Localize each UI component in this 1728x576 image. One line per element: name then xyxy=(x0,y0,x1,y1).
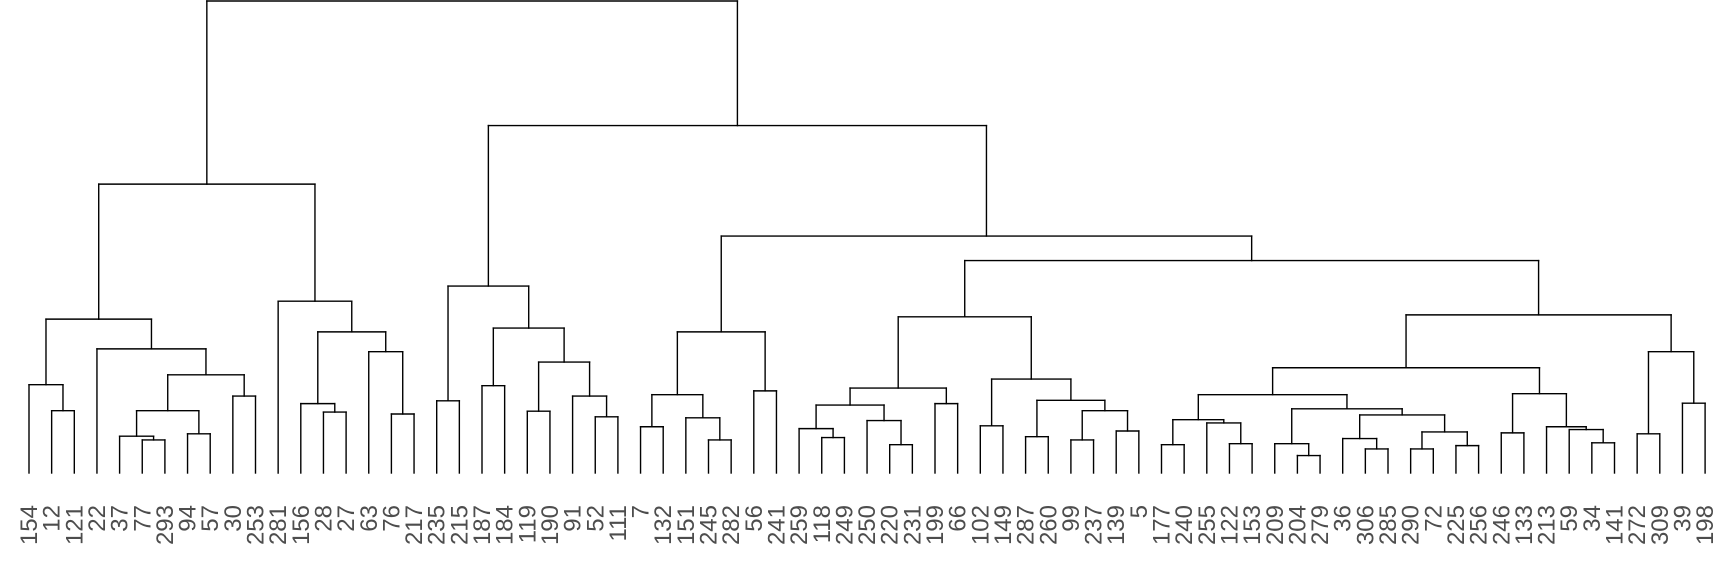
leaf-label: 190 xyxy=(537,505,564,545)
leaf-label: 111 xyxy=(605,505,632,541)
leaf-label: 77 xyxy=(129,505,156,532)
leaf-label: 12 xyxy=(39,505,66,532)
leaf-label: 246 xyxy=(1488,505,1515,545)
leaf-label: 39 xyxy=(1669,505,1696,532)
leaf-label: 260 xyxy=(1035,505,1062,545)
leaf-label: 149 xyxy=(990,505,1017,545)
leaf-label: 177 xyxy=(1149,505,1176,545)
leaf-label: 156 xyxy=(288,505,315,545)
leaf-label: 309 xyxy=(1647,505,1674,545)
leaf-label: 245 xyxy=(696,505,723,545)
leaf-label: 249 xyxy=(831,505,858,545)
leaf-label: 220 xyxy=(877,505,904,545)
leaf-label: 240 xyxy=(1171,505,1198,545)
leaf-label: 187 xyxy=(469,505,496,545)
leaf-label: 119 xyxy=(514,505,541,543)
leaf-labels: 1541212122377729394573025328115628276376… xyxy=(16,505,1719,545)
leaf-label: 37 xyxy=(107,505,134,532)
leaf-label: 151 xyxy=(673,505,700,545)
leaf-label: 27 xyxy=(333,505,360,532)
leaf-label: 7 xyxy=(628,505,655,518)
leaf-label: 282 xyxy=(718,505,745,545)
leaf-label: 199 xyxy=(922,505,949,545)
leaf-label: 231 xyxy=(899,505,926,545)
leaf-label: 36 xyxy=(1330,505,1357,532)
leaf-label: 272 xyxy=(1624,505,1651,545)
leaf-label: 94 xyxy=(175,505,202,532)
leaf-label: 237 xyxy=(1081,505,1108,545)
leaf-label: 235 xyxy=(424,505,451,545)
leaf-label: 198 xyxy=(1692,505,1719,545)
leaf-label: 293 xyxy=(152,505,179,545)
leaf-label: 57 xyxy=(197,505,224,532)
leaf-label: 153 xyxy=(1239,505,1266,545)
leaf-label: 250 xyxy=(854,505,881,545)
leaf-label: 209 xyxy=(1262,505,1289,545)
leaf-label: 56 xyxy=(741,505,768,532)
dendrogram-branches xyxy=(28,0,1706,474)
leaf-label: 72 xyxy=(1420,505,1447,532)
leaf-label: 133 xyxy=(1511,505,1538,545)
leaf-label: 139 xyxy=(1103,505,1130,545)
leaf-label: 287 xyxy=(1013,505,1040,545)
leaf-label: 279 xyxy=(1307,505,1334,545)
leaf-label: 281 xyxy=(265,505,292,545)
leaf-label: 102 xyxy=(967,505,994,545)
leaf-label: 225 xyxy=(1443,505,1470,545)
leaf-label: 306 xyxy=(1352,505,1379,545)
leaf-label: 5 xyxy=(1126,505,1153,518)
leaf-label: 121 xyxy=(61,505,88,545)
leaf-label: 154 xyxy=(16,505,43,545)
leaf-label: 290 xyxy=(1398,505,1425,545)
leaf-label: 217 xyxy=(401,505,428,545)
leaf-label: 259 xyxy=(786,505,813,545)
leaf-label: 91 xyxy=(560,505,587,532)
leaf-label: 141 xyxy=(1602,505,1629,545)
leaf-label: 204 xyxy=(1284,505,1311,545)
leaf-label: 132 xyxy=(650,505,677,545)
leaf-label: 285 xyxy=(1375,505,1402,545)
leaf-label: 215 xyxy=(446,505,473,545)
leaf-label: 30 xyxy=(220,505,247,532)
leaf-label: 122 xyxy=(1216,505,1243,545)
leaf-label: 28 xyxy=(310,505,337,532)
leaf-label: 256 xyxy=(1466,505,1493,545)
leaf-label: 255 xyxy=(1194,505,1221,545)
leaf-label: 118 xyxy=(809,505,836,543)
leaf-label: 184 xyxy=(492,505,519,545)
leaf-label: 241 xyxy=(763,505,790,545)
leaf-label: 59 xyxy=(1556,505,1583,532)
leaf-label: 253 xyxy=(243,505,270,545)
leaf-label: 34 xyxy=(1579,505,1606,532)
leaf-label: 63 xyxy=(356,505,383,532)
leaf-label: 22 xyxy=(84,505,111,532)
leaf-label: 52 xyxy=(582,505,609,532)
leaf-label: 76 xyxy=(378,505,405,532)
leaf-label: 213 xyxy=(1534,505,1561,545)
leaf-label: 66 xyxy=(945,505,972,532)
leaf-label: 99 xyxy=(1058,505,1085,532)
